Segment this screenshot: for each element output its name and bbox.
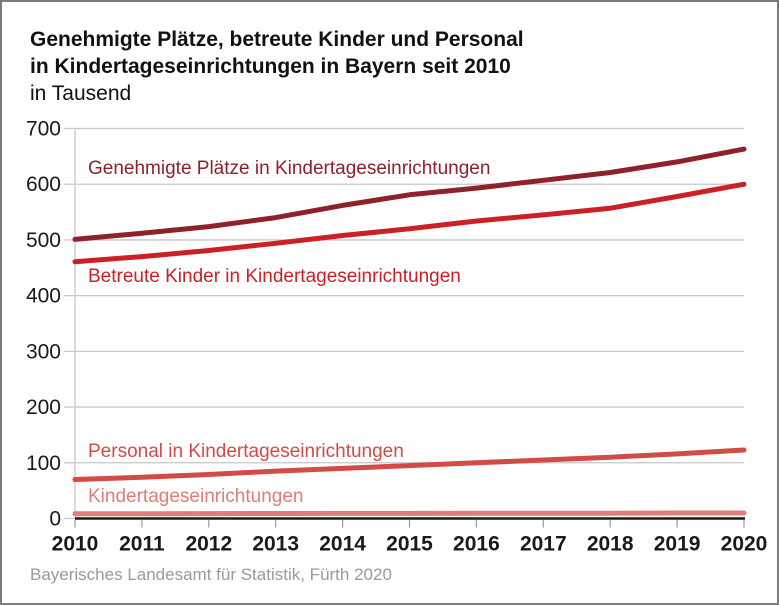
x-tick-label: 2019	[654, 533, 701, 556]
chart-title-line-2: in Kindertageseinrichtungen in Bayern se…	[30, 55, 511, 78]
chart-title-line-1: Genehmigte Plätze, betreute Kinder und P…	[30, 28, 524, 51]
x-tick-label: 2020	[721, 533, 768, 556]
series-line-1	[72, 181, 747, 265]
x-tick-label: 2018	[587, 533, 634, 556]
series-label-3: Kindertageseinrichtungen	[88, 486, 304, 507]
x-tick-label: 2010	[52, 533, 99, 556]
x-tick-label: 2013	[252, 533, 299, 556]
x-tick-label: 2016	[453, 533, 500, 556]
source-attribution: Bayerisches Landesamt für Statistik, Für…	[30, 565, 392, 584]
chart-subtitle: in Tausend	[30, 82, 132, 105]
series-label-1: Betreute Kinder in Kindertageseinrichtun…	[88, 266, 461, 287]
y-tick-label: 100	[26, 452, 61, 475]
y-tick-label: 200	[26, 396, 61, 419]
y-tick-label: 400	[26, 285, 61, 308]
y-tick-label: 600	[26, 173, 61, 196]
x-tick-label: 2012	[185, 533, 232, 556]
x-tick-label: 2015	[386, 533, 433, 556]
y-tick-label: 700	[26, 118, 61, 141]
y-tick-label: 500	[26, 229, 61, 252]
series-line-0	[72, 146, 747, 242]
series-label-2: Personal in Kindertageseinrichtungen	[88, 441, 404, 462]
x-tick-label: 2017	[520, 533, 567, 556]
y-tick-label: 0	[49, 508, 61, 531]
y-tick-label: 300	[26, 340, 61, 363]
series-line-3	[72, 510, 747, 517]
series-line-2	[72, 447, 747, 482]
series-label-0: Genehmigte Plätze in Kindertageseinricht…	[88, 158, 490, 179]
chart-title-block: Genehmigte Plätze, betreute Kinder und P…	[30, 26, 524, 107]
x-tick-label: 2011	[119, 533, 165, 556]
x-tick-label: 2014	[319, 533, 366, 556]
